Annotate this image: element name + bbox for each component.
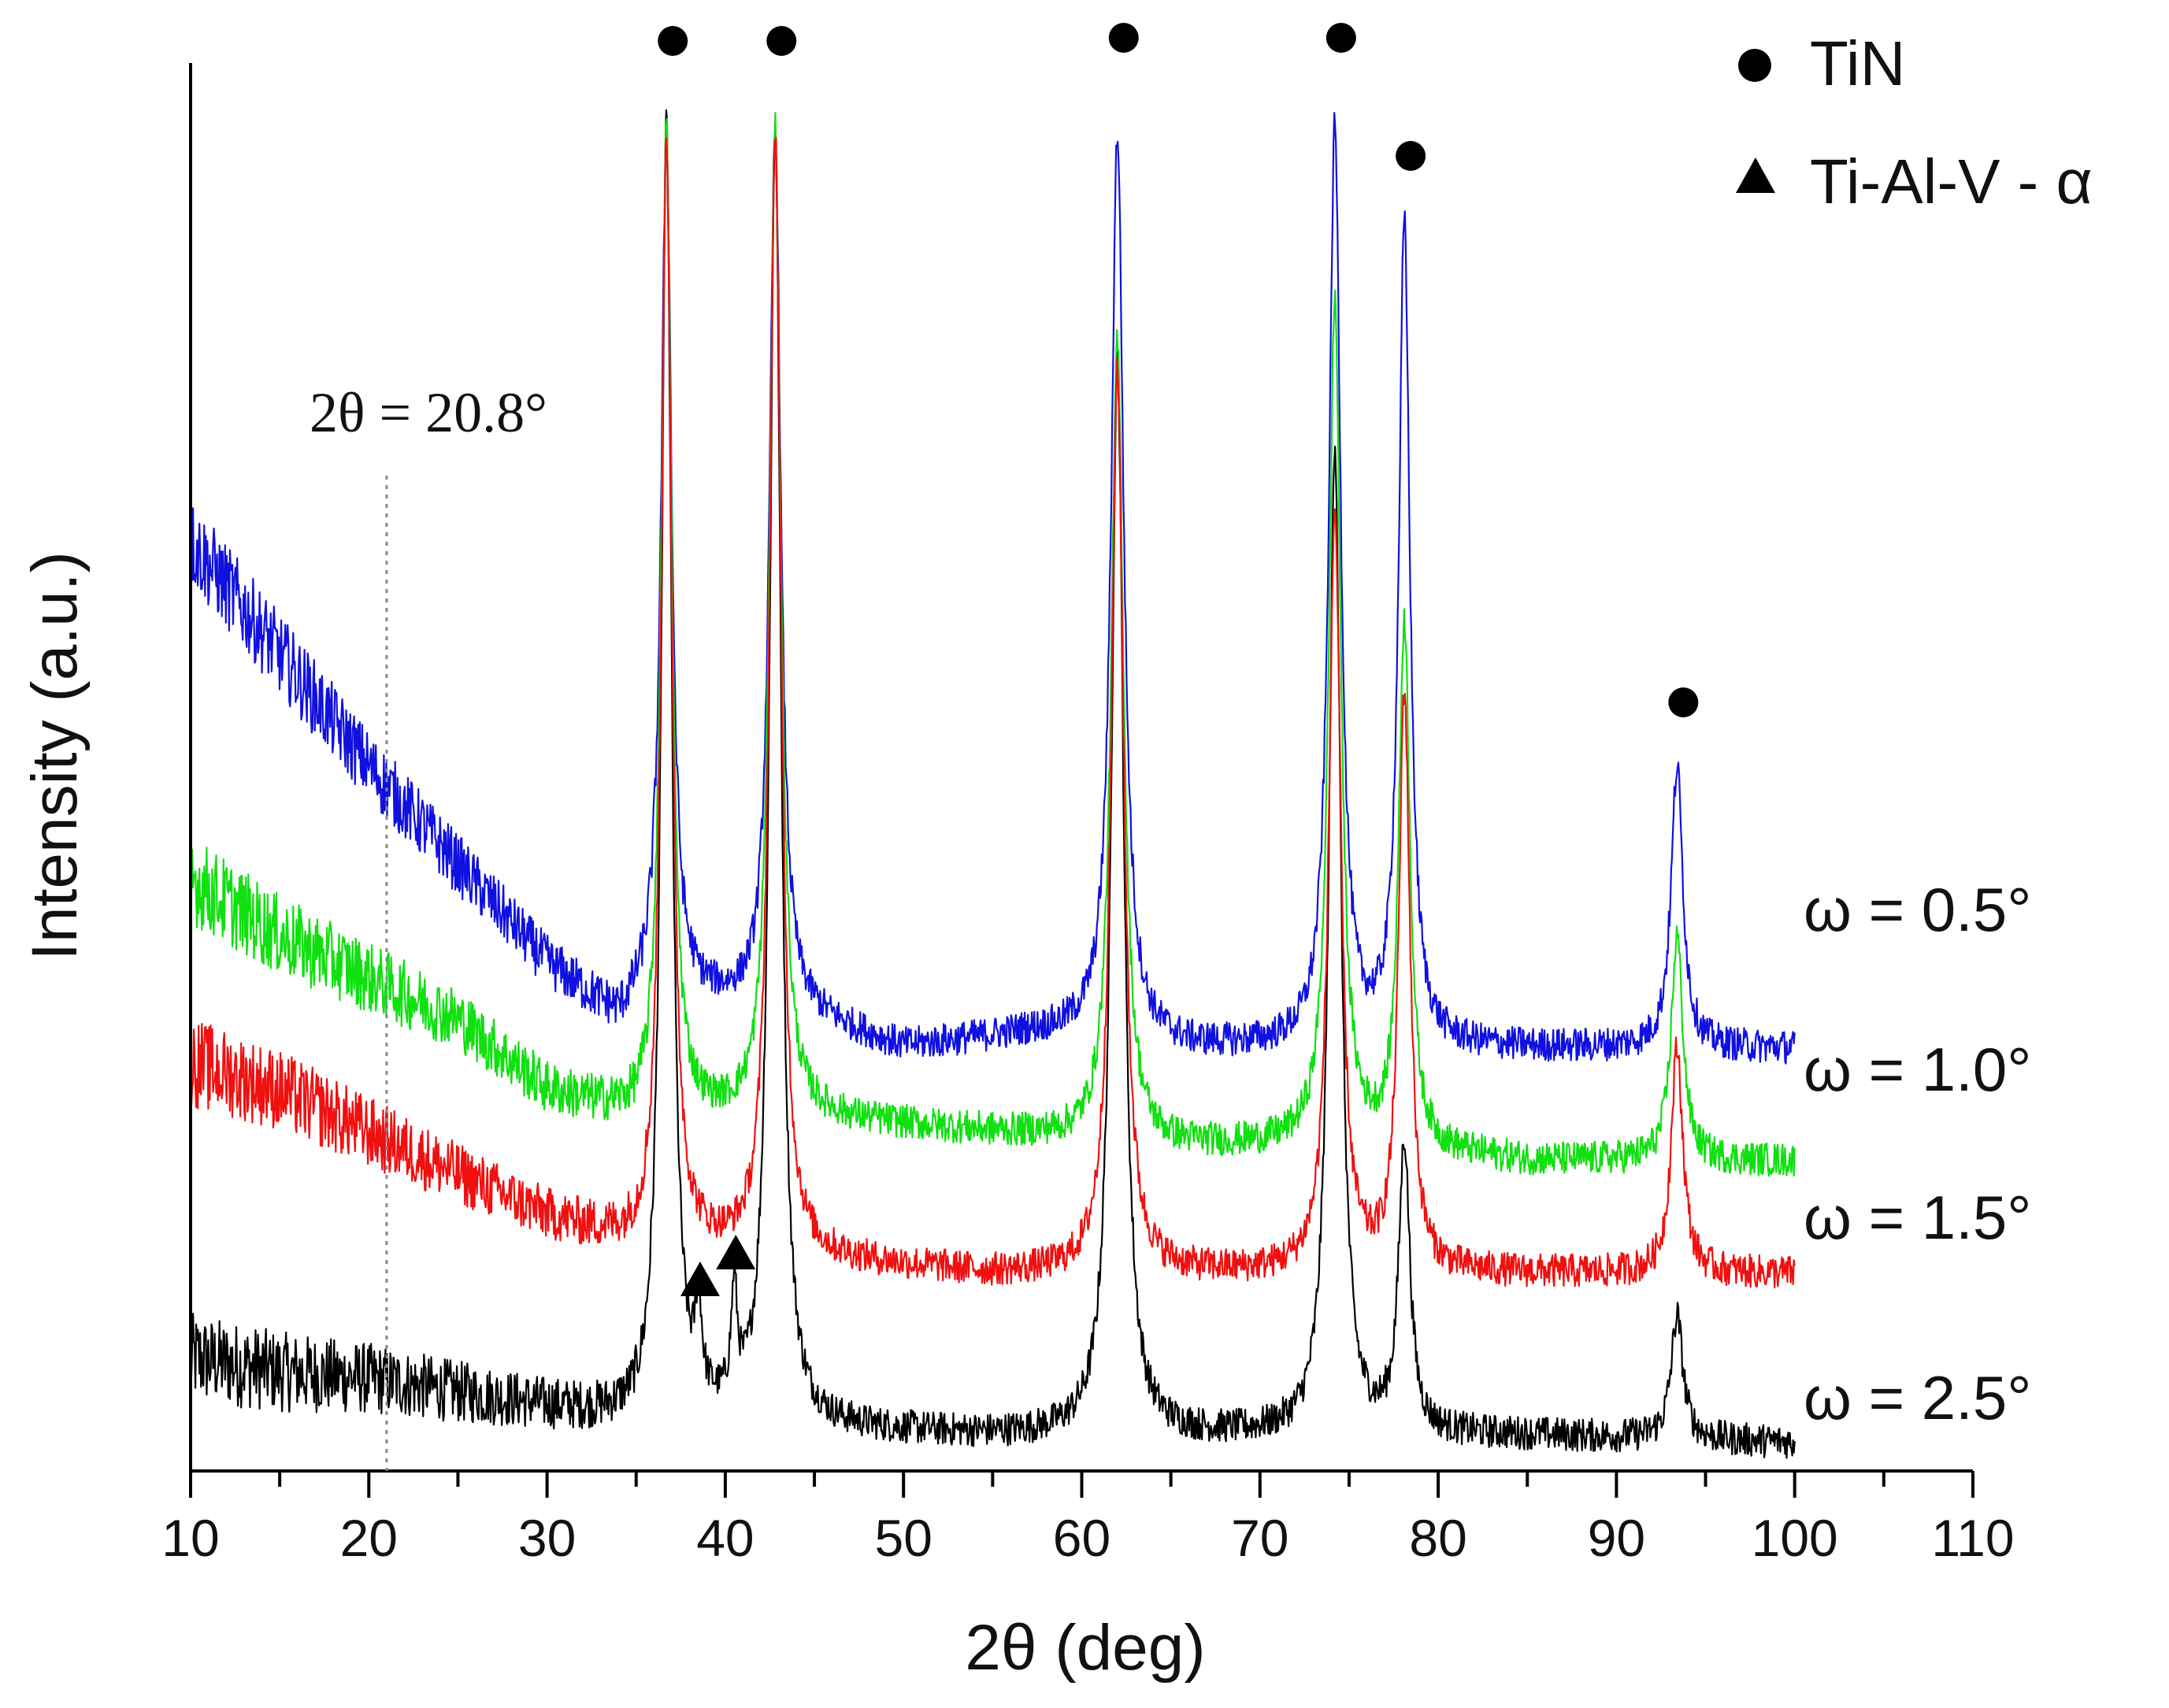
annotation-layer: 2θ = 20.8° xyxy=(310,381,547,1471)
x-tick-label: 10 xyxy=(161,1509,219,1567)
x-tick-label: 100 xyxy=(1752,1509,1838,1567)
x-tick-label: 40 xyxy=(696,1509,754,1567)
ti-al-v-alpha-triangle-icon xyxy=(680,1262,720,1296)
legend-label-tin: TiN xyxy=(1810,28,1905,98)
tin-peak-circle-icon xyxy=(1108,23,1139,53)
x-tick-label: 70 xyxy=(1231,1509,1288,1567)
x-tick-label: 90 xyxy=(1588,1509,1645,1567)
series-line-3 xyxy=(189,109,1796,1459)
tin-peak-circle-icon xyxy=(1396,141,1426,171)
x-tick-label: 20 xyxy=(340,1509,398,1567)
series-line-2 xyxy=(189,136,1796,1289)
ti-al-v-alpha-triangle-icon xyxy=(716,1235,756,1269)
y-axis-label: Intensity (a.u.) xyxy=(19,551,91,961)
x-tick-label: 30 xyxy=(518,1509,576,1567)
tin-peak-circle-icon xyxy=(1668,687,1699,717)
tin-peak-circle-icon xyxy=(658,26,688,56)
annotation-label: 2θ = 20.8° xyxy=(310,381,547,444)
axes-layer: 10 20 30 40 50 60 70 80 90 100 110 xyxy=(161,63,2015,1567)
x-tick-label: 50 xyxy=(874,1509,932,1567)
x-tick-label: 110 xyxy=(1931,1509,2014,1567)
x-tick-label: 60 xyxy=(1053,1509,1110,1567)
legend-circle-icon xyxy=(1738,49,1771,82)
legend: TiN Ti-Al-V - α xyxy=(1736,28,2093,217)
legend-label-ti-al-v-alpha: Ti-Al-V - α xyxy=(1810,146,2093,217)
series-line-1 xyxy=(189,112,1796,1177)
x-axis-label: 2θ (deg) xyxy=(965,1612,1205,1684)
x-tick-label: 80 xyxy=(1409,1509,1466,1567)
tin-peak-circle-icon xyxy=(766,26,797,56)
legend-triangle-icon xyxy=(1736,157,1775,193)
series-line-0 xyxy=(189,112,1796,1065)
series-label-2: ω = 1.5° xyxy=(1804,1183,2031,1252)
series-label-3: ω = 2.5° xyxy=(1804,1363,2031,1432)
series-label-0: ω = 0.5° xyxy=(1804,875,2031,944)
series-label-1: ω = 1.0° xyxy=(1804,1035,2031,1104)
tin-peak-circle-icon xyxy=(1326,23,1356,53)
peak-marker-layer xyxy=(658,23,1699,1296)
series-layer: ω = 0.5° ω = 1.0° ω = 1.5° ω = 2.5° xyxy=(189,109,2031,1459)
